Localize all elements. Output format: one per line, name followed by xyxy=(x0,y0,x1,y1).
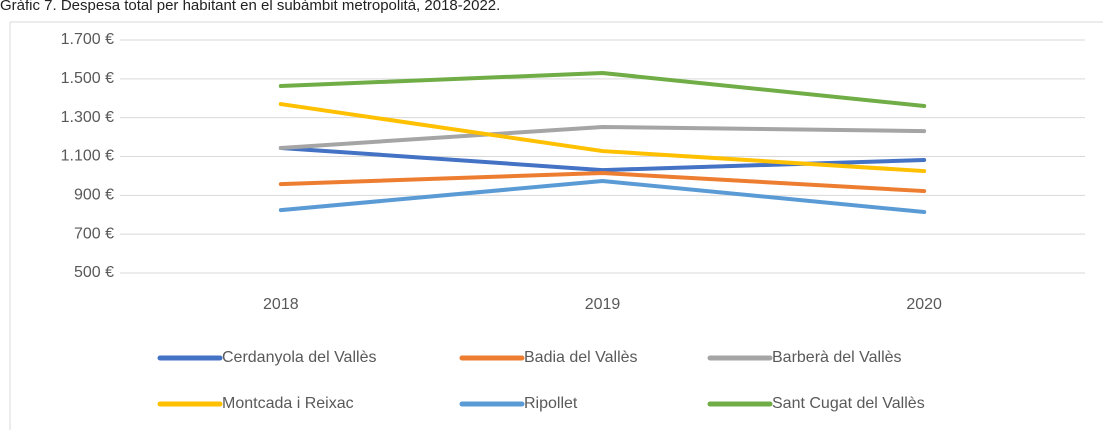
y-tick-label: 700 € xyxy=(74,225,114,242)
legend-label: Barberà del Vallès xyxy=(772,349,902,366)
x-tick-label: 2019 xyxy=(585,296,621,313)
series-line xyxy=(278,71,927,109)
y-tick-label: 900 € xyxy=(74,187,114,204)
y-tick-label: 500 € xyxy=(74,264,114,281)
x-tick-label: 2020 xyxy=(906,296,942,313)
x-tick-label: 2018 xyxy=(263,296,299,313)
y-tick-label: 1.700 € xyxy=(61,31,114,48)
y-tick-label: 1.300 € xyxy=(61,109,114,126)
series-line xyxy=(278,178,927,215)
series-line xyxy=(278,171,927,194)
legend-label: Sant Cugat del Vallès xyxy=(772,395,925,412)
series-line xyxy=(278,102,927,174)
y-tick-label: 1.100 € xyxy=(61,148,114,165)
legend-label: Badia del Vallès xyxy=(524,349,638,366)
chart-title: Gràfic 7. Despesa total per habitant en … xyxy=(0,0,500,14)
legend-label: Cerdanyola del Vallès xyxy=(222,349,376,366)
legend-label: Ripollet xyxy=(524,395,578,412)
series-line xyxy=(278,124,927,150)
y-tick-label: 1.500 € xyxy=(61,70,114,87)
legend-label: Montcada i Reixac xyxy=(222,395,354,412)
